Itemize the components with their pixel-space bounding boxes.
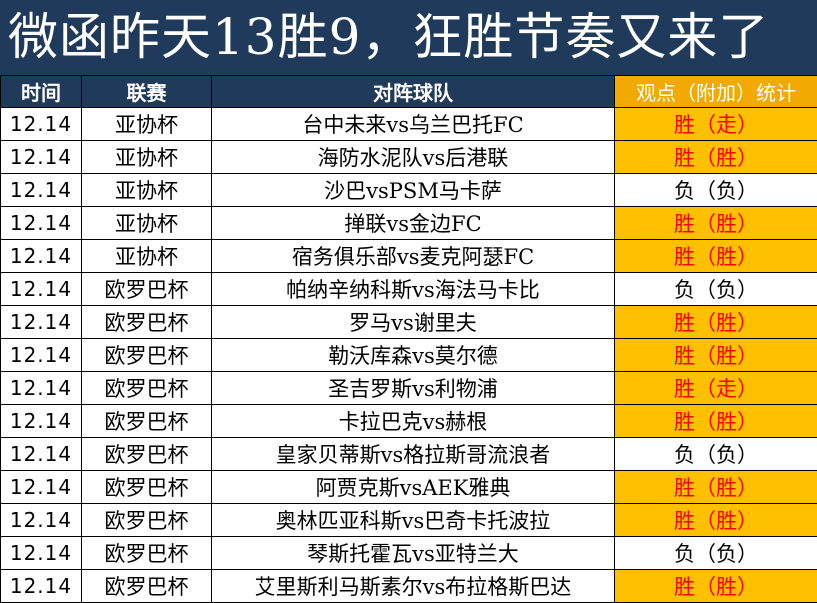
date-cell: 12.14 [1, 273, 82, 306]
result-cell: 胜（胜） [615, 207, 817, 240]
date-cell: 12.14 [1, 504, 82, 537]
match-cell: 掸联vs金边FC [212, 207, 615, 240]
date-cell: 12.14 [1, 108, 82, 141]
result-cell: 胜（胜） [615, 405, 817, 438]
result-cell: 胜（胜） [615, 570, 817, 603]
date-cell: 12.14 [1, 207, 82, 240]
match-cell: 宿务俱乐部vs麦克阿瑟FC [212, 240, 615, 273]
match-cell: 台中未来vs乌兰巴托FC [212, 108, 615, 141]
date-cell: 12.14 [1, 174, 82, 207]
match-cell: 罗马vs谢里夫 [212, 306, 615, 339]
result-cell: 负（负） [615, 273, 817, 306]
result-cell: 负（负） [615, 438, 817, 471]
league-cell: 欧罗巴杯 [82, 339, 212, 372]
match-cell: 海防水泥队vs后港联 [212, 141, 615, 174]
date-cell: 12.14 [1, 306, 82, 339]
header-match: 对阵球队 [212, 76, 615, 108]
header-row: 时间 联赛 对阵球队 观点（附加）统计 [1, 76, 817, 108]
result-cell: 胜（胜） [615, 306, 817, 339]
league-cell: 亚协杯 [82, 108, 212, 141]
match-cell: 皇家贝蒂斯vs格拉斯哥流浪者 [212, 438, 615, 471]
result-cell: 负（负） [615, 174, 817, 207]
header-stat: 观点（附加）统计 [615, 76, 817, 108]
page-title: 微函昨天13胜9，狂胜节奏又来了 [0, 0, 817, 75]
date-cell: 12.14 [1, 141, 82, 174]
league-cell: 欧罗巴杯 [82, 306, 212, 339]
date-cell: 12.14 [1, 240, 82, 273]
header-time: 时间 [1, 76, 82, 108]
league-cell: 欧罗巴杯 [82, 273, 212, 306]
header-league: 联赛 [82, 76, 212, 108]
league-cell: 欧罗巴杯 [82, 504, 212, 537]
date-cell: 12.14 [1, 438, 82, 471]
result-cell: 胜（胜） [615, 504, 817, 537]
match-cell: 圣吉罗斯vs利物浦 [212, 372, 615, 405]
result-cell: 胜（胜） [615, 471, 817, 504]
result-cell: 胜（胜） [615, 240, 817, 273]
match-cell: 阿贾克斯vsAEK雅典 [212, 471, 615, 504]
match-cell: 奥林匹亚科斯vs巴奇卡托波拉 [212, 504, 615, 537]
match-cell: 卡拉巴克vs赫根 [212, 405, 615, 438]
league-cell: 欧罗巴杯 [82, 537, 212, 570]
league-cell: 欧罗巴杯 [82, 405, 212, 438]
result-cell: 胜（胜） [615, 141, 817, 174]
date-cell: 12.14 [1, 537, 82, 570]
match-cell: 帕纳辛纳科斯vs海法马卡比 [212, 273, 615, 306]
date-cell: 12.14 [1, 372, 82, 405]
match-cell: 琴斯托霍瓦vs亚特兰大 [212, 537, 615, 570]
league-cell: 欧罗巴杯 [82, 471, 212, 504]
match-cell: 艾里斯利马斯素尔vs布拉格斯巴达 [212, 570, 615, 603]
league-cell: 亚协杯 [82, 240, 212, 273]
league-cell: 亚协杯 [82, 207, 212, 240]
result-cell: 负（负） [615, 537, 817, 570]
result-cell: 胜（走） [615, 108, 817, 141]
league-cell: 亚协杯 [82, 174, 212, 207]
league-cell: 欧罗巴杯 [82, 372, 212, 405]
date-cell: 12.14 [1, 570, 82, 603]
match-cell: 勒沃库森vs莫尔德 [212, 339, 615, 372]
match-cell: 沙巴vsPSM马卡萨 [212, 174, 615, 207]
result-cell: 胜（胜） [615, 339, 817, 372]
league-cell: 欧罗巴杯 [82, 570, 212, 603]
league-cell: 欧罗巴杯 [82, 438, 212, 471]
league-cell: 亚协杯 [82, 141, 212, 174]
date-cell: 12.14 [1, 471, 82, 504]
date-cell: 12.14 [1, 339, 82, 372]
date-cell: 12.14 [1, 405, 82, 438]
result-cell: 胜（走） [615, 372, 817, 405]
